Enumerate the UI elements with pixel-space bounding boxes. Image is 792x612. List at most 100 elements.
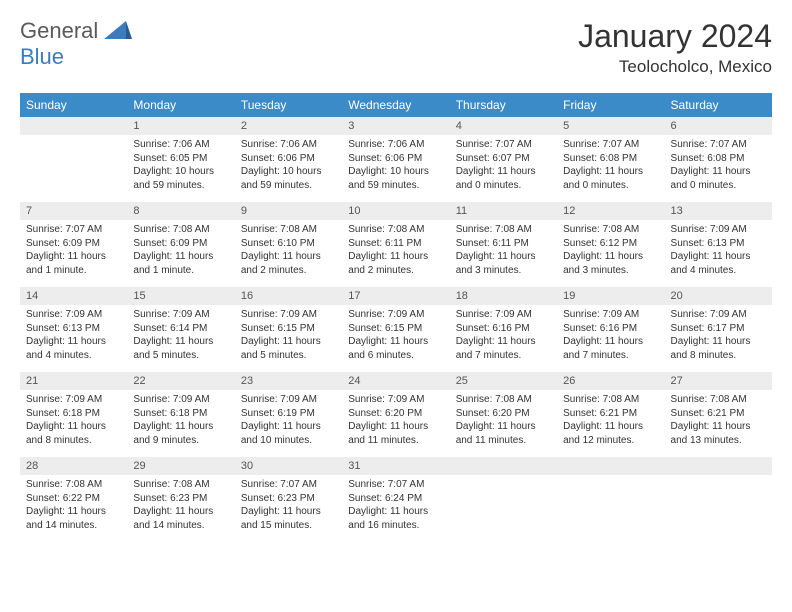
day-number — [450, 457, 557, 475]
sunset-text: Sunset: 6:06 PM — [241, 152, 336, 166]
day-cell: Sunrise: 7:08 AMSunset: 6:09 PMDaylight:… — [127, 220, 234, 287]
sunset-text: Sunset: 6:21 PM — [563, 407, 658, 421]
daylight-text: Daylight: 11 hours and 8 minutes. — [26, 420, 121, 447]
sunset-text: Sunset: 6:13 PM — [671, 237, 766, 251]
sunrise-text: Sunrise: 7:09 AM — [456, 308, 551, 322]
month-title: January 2024 — [578, 18, 772, 55]
day-cell: Sunrise: 7:06 AMSunset: 6:06 PMDaylight:… — [235, 135, 342, 202]
logo: General — [20, 18, 134, 44]
sunrise-text: Sunrise: 7:08 AM — [456, 223, 551, 237]
day-number — [665, 457, 772, 475]
day-cell — [557, 475, 664, 542]
daylight-text: Daylight: 11 hours and 6 minutes. — [348, 335, 443, 362]
sunrise-text: Sunrise: 7:06 AM — [348, 138, 443, 152]
day-content-row: Sunrise: 7:08 AMSunset: 6:22 PMDaylight:… — [20, 475, 772, 542]
sunrise-text: Sunrise: 7:09 AM — [133, 308, 228, 322]
daylight-text: Daylight: 11 hours and 2 minutes. — [241, 250, 336, 277]
day-header: Tuesday — [235, 93, 342, 117]
day-cell: Sunrise: 7:09 AMSunset: 6:14 PMDaylight:… — [127, 305, 234, 372]
day-number: 17 — [342, 287, 449, 305]
logo-text-blue: Blue — [20, 44, 64, 69]
sunset-text: Sunset: 6:23 PM — [241, 492, 336, 506]
day-cell: Sunrise: 7:09 AMSunset: 6:17 PMDaylight:… — [665, 305, 772, 372]
daylight-text: Daylight: 11 hours and 2 minutes. — [348, 250, 443, 277]
day-number-row: 14151617181920 — [20, 287, 772, 305]
daylight-text: Daylight: 11 hours and 11 minutes. — [456, 420, 551, 447]
title-block: January 2024 Teolocholco, Mexico — [578, 18, 772, 77]
day-number: 20 — [665, 287, 772, 305]
day-header: Thursday — [450, 93, 557, 117]
daylight-text: Daylight: 11 hours and 0 minutes. — [563, 165, 658, 192]
daylight-text: Daylight: 11 hours and 13 minutes. — [671, 420, 766, 447]
day-number: 8 — [127, 202, 234, 220]
daylight-text: Daylight: 11 hours and 9 minutes. — [133, 420, 228, 447]
day-number-row: 123456 — [20, 117, 772, 135]
sunrise-text: Sunrise: 7:08 AM — [671, 393, 766, 407]
sunset-text: Sunset: 6:06 PM — [348, 152, 443, 166]
day-number: 30 — [235, 457, 342, 475]
daylight-text: Daylight: 11 hours and 10 minutes. — [241, 420, 336, 447]
day-number: 25 — [450, 372, 557, 390]
day-cell: Sunrise: 7:07 AMSunset: 6:08 PMDaylight:… — [557, 135, 664, 202]
sunrise-text: Sunrise: 7:08 AM — [133, 223, 228, 237]
day-header: Monday — [127, 93, 234, 117]
daylight-text: Daylight: 11 hours and 5 minutes. — [241, 335, 336, 362]
day-number: 11 — [450, 202, 557, 220]
sunset-text: Sunset: 6:10 PM — [241, 237, 336, 251]
day-cell: Sunrise: 7:08 AMSunset: 6:21 PMDaylight:… — [665, 390, 772, 457]
day-number: 1 — [127, 117, 234, 135]
sunrise-text: Sunrise: 7:09 AM — [241, 308, 336, 322]
daylight-text: Daylight: 10 hours and 59 minutes. — [241, 165, 336, 192]
sunset-text: Sunset: 6:08 PM — [671, 152, 766, 166]
day-cell: Sunrise: 7:07 AMSunset: 6:08 PMDaylight:… — [665, 135, 772, 202]
sunset-text: Sunset: 6:15 PM — [241, 322, 336, 336]
day-cell: Sunrise: 7:08 AMSunset: 6:11 PMDaylight:… — [450, 220, 557, 287]
day-cell: Sunrise: 7:08 AMSunset: 6:21 PMDaylight:… — [557, 390, 664, 457]
day-cell: Sunrise: 7:06 AMSunset: 6:05 PMDaylight:… — [127, 135, 234, 202]
daylight-text: Daylight: 11 hours and 5 minutes. — [133, 335, 228, 362]
day-cell: Sunrise: 7:09 AMSunset: 6:13 PMDaylight:… — [665, 220, 772, 287]
sunrise-text: Sunrise: 7:09 AM — [348, 308, 443, 322]
day-number: 26 — [557, 372, 664, 390]
day-cell: Sunrise: 7:09 AMSunset: 6:18 PMDaylight:… — [20, 390, 127, 457]
day-number: 10 — [342, 202, 449, 220]
day-number: 9 — [235, 202, 342, 220]
day-number: 27 — [665, 372, 772, 390]
day-header-row: Sunday Monday Tuesday Wednesday Thursday… — [20, 93, 772, 117]
day-number: 12 — [557, 202, 664, 220]
day-cell: Sunrise: 7:07 AMSunset: 6:23 PMDaylight:… — [235, 475, 342, 542]
sunset-text: Sunset: 6:24 PM — [348, 492, 443, 506]
sunset-text: Sunset: 6:08 PM — [563, 152, 658, 166]
day-cell: Sunrise: 7:09 AMSunset: 6:15 PMDaylight:… — [235, 305, 342, 372]
day-cell: Sunrise: 7:08 AMSunset: 6:20 PMDaylight:… — [450, 390, 557, 457]
sunset-text: Sunset: 6:16 PM — [563, 322, 658, 336]
day-number: 19 — [557, 287, 664, 305]
sunrise-text: Sunrise: 7:09 AM — [133, 393, 228, 407]
sunset-text: Sunset: 6:12 PM — [563, 237, 658, 251]
sunset-text: Sunset: 6:20 PM — [456, 407, 551, 421]
sunrise-text: Sunrise: 7:09 AM — [241, 393, 336, 407]
sunrise-text: Sunrise: 7:08 AM — [456, 393, 551, 407]
sunset-text: Sunset: 6:05 PM — [133, 152, 228, 166]
day-cell: Sunrise: 7:07 AMSunset: 6:07 PMDaylight:… — [450, 135, 557, 202]
day-number: 4 — [450, 117, 557, 135]
sunset-text: Sunset: 6:18 PM — [26, 407, 121, 421]
day-header: Wednesday — [342, 93, 449, 117]
sunrise-text: Sunrise: 7:08 AM — [563, 223, 658, 237]
day-number: 15 — [127, 287, 234, 305]
page-header: General January 2024 Teolocholco, Mexico — [20, 18, 772, 77]
sunset-text: Sunset: 6:18 PM — [133, 407, 228, 421]
daylight-text: Daylight: 11 hours and 16 minutes. — [348, 505, 443, 532]
daylight-text: Daylight: 11 hours and 4 minutes. — [671, 250, 766, 277]
day-content-row: Sunrise: 7:06 AM Sunset: 6:05 PM Daylight:… — [20, 135, 772, 202]
sunset-text: Sunset: 6:09 PM — [26, 237, 121, 251]
day-number-row: 78910111213 — [20, 202, 772, 220]
day-number: 29 — [127, 457, 234, 475]
day-cell: Sunrise: 7:08 AMSunset: 6:22 PMDaylight:… — [20, 475, 127, 542]
sunrise-text: Sunrise: 7:07 AM — [456, 138, 551, 152]
sunset-text: Sunset: 6:11 PM — [456, 237, 551, 251]
sunrise-text: Sunrise: 7:07 AM — [671, 138, 766, 152]
daylight-text: Daylight: 11 hours and 3 minutes. — [456, 250, 551, 277]
day-number — [20, 117, 127, 135]
day-number: 18 — [450, 287, 557, 305]
